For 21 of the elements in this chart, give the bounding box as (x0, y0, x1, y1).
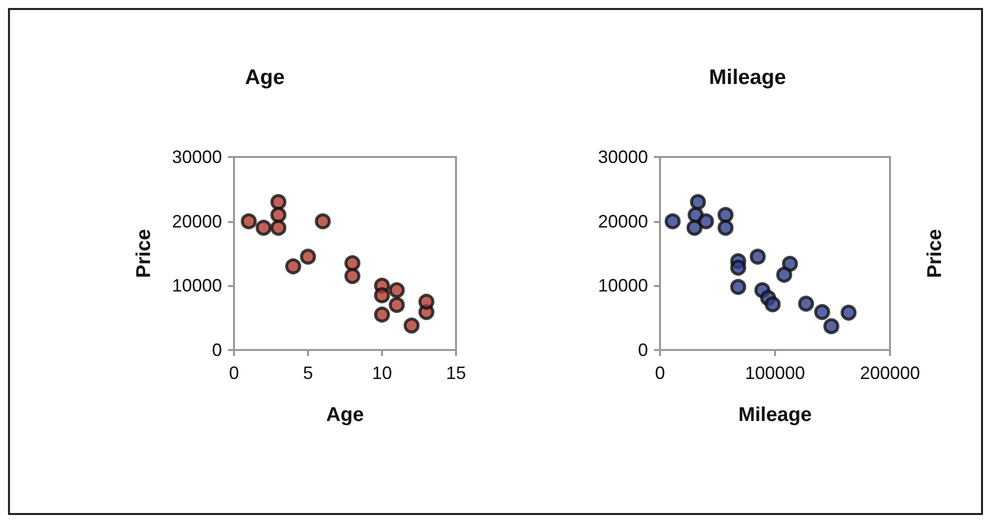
y-tick-label: 20000 (598, 211, 648, 232)
y-tick-label: 0 (638, 340, 648, 360)
y-tick-label: 10000 (172, 276, 222, 296)
x-axis-title: Age (326, 404, 364, 426)
x-tick-label: 10 (372, 363, 392, 383)
chart-title: Age (245, 66, 285, 89)
x-tick-label: 100000 (744, 363, 806, 383)
chart-title: Mileage (709, 66, 786, 89)
y-tick-label: 10000 (598, 276, 648, 296)
x-axis-title: Mileage (738, 404, 812, 426)
y-tick-label: 20000 (172, 211, 222, 232)
y-tick-label: 30000 (598, 147, 648, 167)
y-axis-title: Price (924, 229, 946, 278)
x-tick-label: 15 (446, 363, 466, 383)
y-axis-title: Price (133, 229, 155, 278)
y-tick-label: 0 (212, 340, 222, 360)
x-tick-label: 0 (654, 363, 666, 383)
x-tick-label: 5 (302, 363, 314, 383)
x-tick-label: 200000 (860, 363, 920, 383)
x-tick-label: 0 (228, 363, 240, 383)
y-tick-label: 30000 (172, 147, 222, 167)
